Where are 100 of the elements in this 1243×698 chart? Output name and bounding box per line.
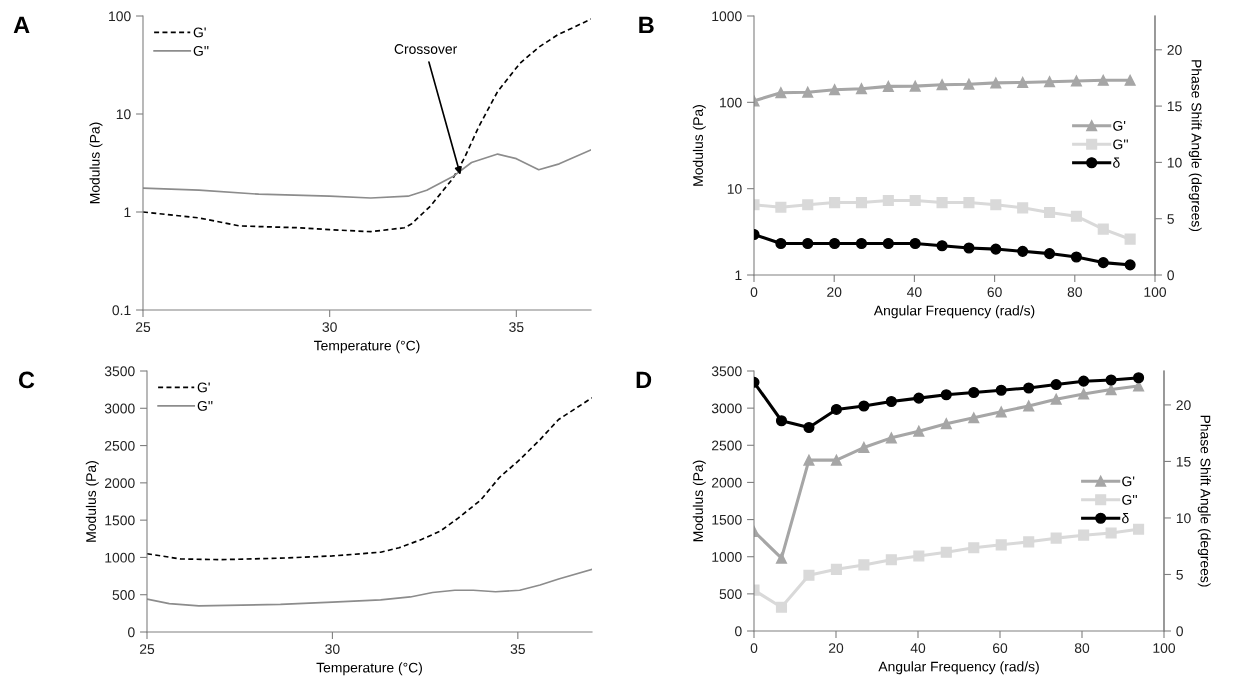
point [882,194,894,207]
x-tick-label: 30 [322,322,337,333]
y-tick-label: 1000 [712,552,742,562]
point [909,194,921,207]
legend-label: G'' [193,45,209,56]
x-axis-title: Temperature (°C) [316,662,422,676]
x-tick-label: 0 [750,287,758,298]
point [1078,388,1090,400]
point [885,395,897,408]
y-tick-label: 0 [128,627,135,638]
x-tick-label: 20 [828,643,844,654]
point [1078,375,1090,387]
point [1070,75,1082,87]
y2-tick-label: 0 [1176,626,1183,637]
point [830,403,842,415]
point [1050,393,1062,405]
legend-label: G' [1113,120,1126,131]
point [858,559,870,571]
x-axis-title: Angular Frequency (rad/s) [878,661,1039,675]
x-tick-label: 20 [827,287,842,298]
point [1023,536,1035,548]
y-tick-label: 500 [112,590,135,600]
x-tick-label: 60 [992,643,1008,654]
y-tick-label: 1 [735,270,742,281]
point [885,432,897,444]
point [802,199,814,211]
point [803,569,815,581]
line-series [143,18,591,233]
y-tick-label: 0.1 [112,305,131,316]
point [913,392,925,404]
x-axis-title: Temperature (°C) [313,340,420,354]
y-axis-title: Modulus (Pa) [85,461,99,542]
point [1097,223,1109,235]
y-tick-label: 3500 [104,366,135,377]
point [829,197,841,209]
y-tick-label: 1500 [105,515,135,526]
x-tick-label: 30 [325,644,340,655]
y-tick-label: 10 [116,109,131,120]
y2-tick-label: 5 [1167,214,1174,224]
point [940,389,952,401]
x-tick-label: 0 [750,643,758,654]
point [1050,379,1062,391]
y-tick-label: 100 [720,97,742,108]
point [995,539,1007,551]
x-tick-label: 80 [1067,287,1082,298]
y2-tick-label: 0 [1167,270,1174,281]
point [940,546,952,558]
legend-label: δ [1122,513,1129,524]
y-tick-label: 3000 [711,403,742,414]
legend-label: G'' [197,400,213,411]
annotation: Crossover [394,44,458,54]
point [1105,384,1117,396]
point [968,386,980,399]
point [1023,382,1035,394]
point [1043,206,1056,219]
y-axis-title: Modulus (Pa) [89,122,103,204]
y-tick-label: 100 [109,11,131,22]
y-tick-label: 500 [719,589,742,600]
y2-tick-label: 5 [1176,569,1183,580]
x-tick-label: 25 [135,322,151,333]
point [775,87,787,99]
point [830,454,842,466]
point [882,80,894,92]
y-tick-label: 2000 [105,478,135,489]
y-tick-label: 3000 [104,403,135,414]
point [940,418,952,430]
point [775,415,788,427]
point [909,80,921,92]
y-tick-label: 2000 [712,477,742,488]
chart-title: A [13,16,30,34]
point [913,550,925,562]
y-axis-title: Modulus (Pa) [692,460,706,542]
y2-tick-label: 10 [1176,513,1191,524]
point [1124,74,1136,86]
point [775,201,787,213]
point [990,199,1002,211]
point [963,197,975,209]
point [775,601,788,613]
y-tick-label: 1500 [712,514,742,525]
point [1097,74,1109,86]
point [968,542,980,554]
point [1133,372,1145,384]
legend-label: G' [193,27,206,38]
point [803,454,815,466]
y-tick-label: 1000 [105,552,135,563]
y-axis-title: Modulus (Pa) [692,105,706,186]
legend-label: G' [1122,476,1135,487]
point [830,563,842,575]
point [968,412,980,424]
point [1105,527,1117,539]
point [936,79,948,91]
y2-tick-label: 20 [1176,400,1191,411]
point [1070,210,1082,222]
point [1105,374,1117,386]
x-tick-label: 100 [1144,287,1167,298]
y-tick-label: 1000 [712,11,742,22]
point [775,552,788,564]
y-tick-label: 10 [727,184,742,194]
point [855,83,868,95]
chart-title: B [639,16,654,34]
